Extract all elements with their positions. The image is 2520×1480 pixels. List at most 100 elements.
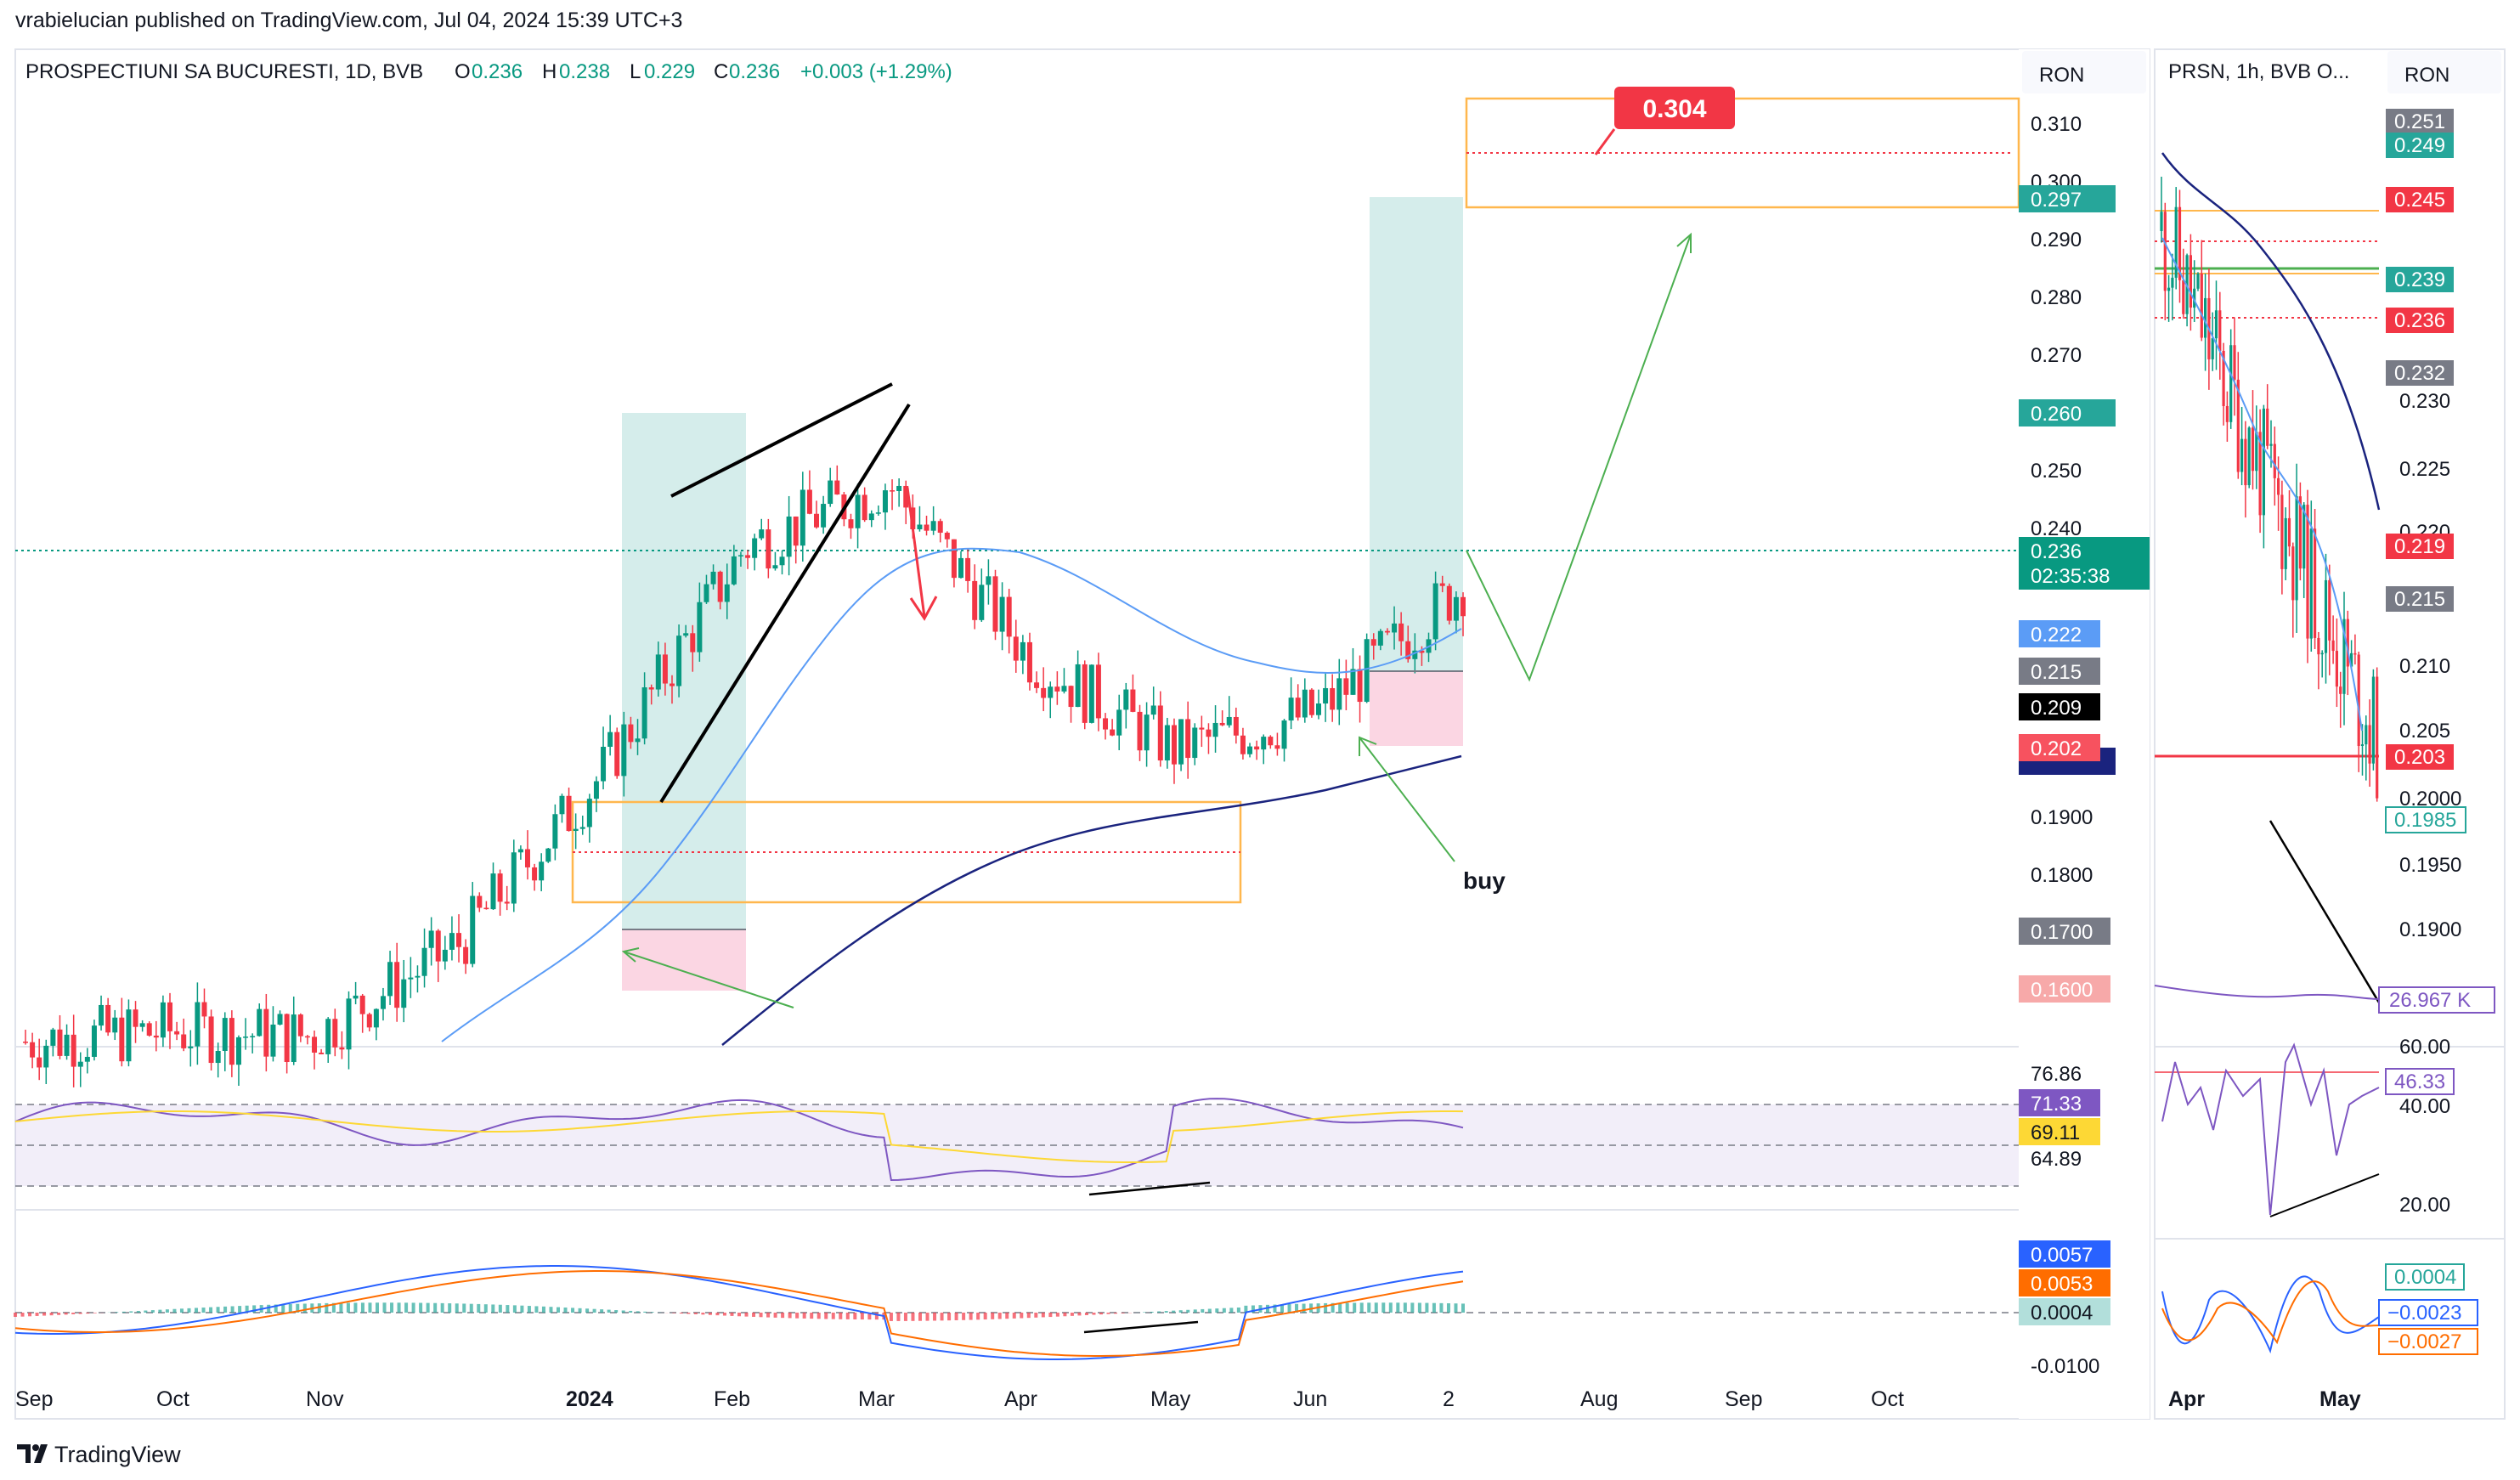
side-badge-text: 0.236 — [2394, 309, 2445, 332]
candle-body — [848, 519, 854, 528]
macd-bar — [983, 1313, 987, 1320]
side-macd-line — [2161, 1275, 2380, 1354]
candle-body — [1261, 737, 1267, 750]
side-candle-body — [2328, 579, 2331, 641]
candle-body — [263, 1008, 269, 1057]
macd-bar — [1034, 1313, 1038, 1318]
price-badge — [2019, 620, 2100, 647]
candle-body — [1020, 641, 1026, 661]
candle-body — [703, 584, 709, 602]
macd-bar — [1367, 1302, 1371, 1313]
candle-body — [806, 489, 812, 514]
candle-body — [359, 995, 365, 1014]
side-volume-line — [2154, 985, 2380, 1000]
candle-body — [621, 724, 627, 777]
macd-bar — [1084, 1313, 1088, 1315]
candle-body — [373, 1008, 379, 1028]
macd-bar — [238, 1306, 242, 1313]
macd-bar — [1425, 1302, 1429, 1313]
time-tick: Sep — [15, 1387, 53, 1411]
macd-bar — [788, 1313, 792, 1319]
rsi-badge — [2019, 1089, 2100, 1116]
candle-body — [346, 998, 352, 1050]
candle-body — [1370, 639, 1376, 646]
side-time-tick: May — [2319, 1387, 2361, 1411]
macd-bar — [302, 1303, 307, 1313]
candle-body — [483, 907, 489, 910]
currency-button[interactable] — [2022, 51, 2146, 93]
macd-bar — [477, 1303, 481, 1313]
candle-body — [1446, 585, 1452, 621]
side-candle-body — [2360, 744, 2365, 747]
candle-body — [924, 524, 929, 531]
candle-body — [229, 1018, 234, 1065]
candle-body — [277, 1014, 283, 1025]
macd-bar — [20, 1313, 25, 1317]
time-tick: Oct — [1871, 1387, 1904, 1411]
candle-body — [1212, 722, 1218, 737]
candle-body — [1110, 729, 1116, 736]
candle-body — [139, 1023, 145, 1027]
ohlc-readout: O 0.236 H 0.238 L 0.229 C 0.236 +0.003 (… — [455, 60, 952, 83]
side-candle-body — [2269, 443, 2273, 446]
side-candle-body — [2229, 345, 2233, 422]
side-candle-body — [2277, 477, 2280, 495]
candle-body — [607, 732, 613, 747]
macd-bar — [42, 1313, 47, 1316]
side-candle-body — [2240, 438, 2244, 472]
price-tick: 0.1800 — [2031, 864, 2093, 887]
macd-bar — [1331, 1302, 1335, 1313]
rsi-ma-badge — [2019, 1118, 2100, 1145]
candle-body — [84, 1056, 90, 1062]
macd-bar — [469, 1303, 473, 1313]
candle-body — [944, 533, 950, 539]
macd-bar — [534, 1306, 539, 1313]
macd-bar — [245, 1305, 249, 1313]
candle-body — [243, 1037, 249, 1038]
side-macd-badge — [2378, 1328, 2478, 1355]
macd-bar — [455, 1303, 459, 1313]
macd-bar — [78, 1313, 82, 1314]
side-candle-body — [2346, 619, 2349, 667]
candle-body — [387, 962, 393, 997]
side-candle-body — [2258, 432, 2262, 516]
side-candle-body — [2262, 408, 2265, 516]
macd-bar — [962, 1313, 966, 1320]
candle-body — [683, 633, 689, 636]
candle-body — [126, 1009, 132, 1062]
long-position-stop-zone — [622, 929, 746, 991]
candle-body — [655, 654, 661, 690]
candle-body — [1164, 725, 1170, 761]
time-tick: Sep — [1725, 1387, 1762, 1411]
symbol-line: PROSPECTIUNI SA BUCURESTI, 1D, BVB — [25, 60, 423, 83]
candle-body — [614, 732, 620, 777]
macd-bar — [325, 1302, 329, 1313]
candle-body — [641, 687, 647, 739]
candle-body — [1412, 650, 1418, 659]
candle-body — [800, 489, 805, 546]
price-badge-text: 0.297 — [2031, 189, 2082, 212]
candle-body — [1082, 664, 1088, 723]
candle-body — [669, 683, 675, 686]
macd-bar — [1070, 1313, 1074, 1316]
side-candle-body — [2309, 528, 2313, 639]
price-badge — [2019, 693, 2100, 720]
macd-bar — [1236, 1307, 1240, 1313]
macd-bar — [578, 1308, 582, 1313]
macd-bar — [708, 1313, 712, 1315]
candle-body — [64, 1034, 70, 1056]
time-tick: Feb — [714, 1387, 750, 1411]
macd-bar — [1055, 1313, 1059, 1317]
side-price-tick: 0.1950 — [2399, 854, 2461, 877]
ohlc-c-value: 0.236 — [729, 60, 780, 83]
macd-histogram — [14, 1302, 1465, 1321]
macd-bar — [397, 1302, 401, 1313]
candle-body — [1068, 686, 1074, 708]
rsi-line — [14, 1098, 1464, 1182]
side-currency-button[interactable] — [2387, 51, 2501, 93]
ohlc-c-label: C — [714, 60, 728, 83]
side-candle-body — [2298, 496, 2302, 569]
side-rsi-tick: 60.00 — [2399, 1036, 2450, 1059]
macd-bar — [1092, 1313, 1096, 1315]
candle-body — [1330, 687, 1336, 710]
